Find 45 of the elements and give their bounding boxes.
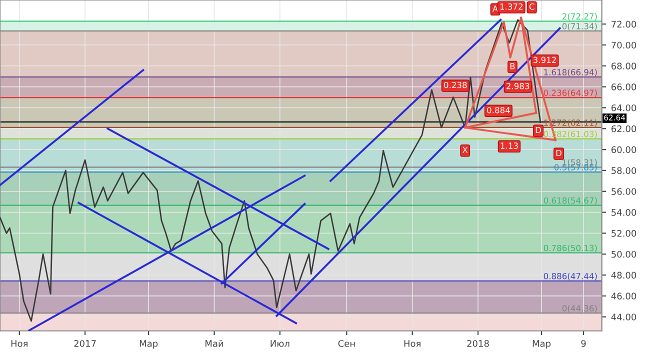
annotation: 0.238 xyxy=(444,82,467,88)
x-tick-label: Мар xyxy=(140,340,158,349)
ref-line-label: 0.236(64.97) xyxy=(544,90,597,97)
x-tick-label: Ноя xyxy=(404,340,420,347)
annotation: D xyxy=(536,126,542,134)
annotation: A xyxy=(492,6,498,12)
y-tick-label: 64.00 xyxy=(611,104,636,112)
x-tick-label: Май xyxy=(206,340,224,347)
x-tick-label: Сен xyxy=(338,340,355,347)
x-tick-label: 2018 xyxy=(467,340,489,347)
y-tick-label: 60.00 xyxy=(611,146,636,154)
y-tick-label: 70.00 xyxy=(612,42,636,49)
y-tick-label: 46.00 xyxy=(611,292,636,300)
annotation: 3.912 xyxy=(533,56,556,64)
x-tick-label: Июл xyxy=(270,340,290,347)
y-tick-label: 54.00 xyxy=(612,209,636,216)
annotation: X xyxy=(462,146,468,153)
ref-line-label: 0.618(54.67) xyxy=(544,197,597,205)
annotation: 1.13 xyxy=(500,142,518,149)
ref-line-label: 1.618(66.94) xyxy=(544,68,597,76)
annotation: 0.884 xyxy=(487,106,510,114)
annotation: 2.983 xyxy=(506,82,530,90)
x-tick-label: Мар xyxy=(532,340,551,349)
y-tick-label: 48.00 xyxy=(611,272,636,279)
y-tick-label: 44.00 xyxy=(611,314,636,320)
annotation: C xyxy=(529,3,534,10)
x-tick-label: Ноя xyxy=(11,340,28,347)
y-tick-label: 56.00 xyxy=(612,188,636,195)
x-tick-label: 9 xyxy=(581,340,586,347)
y-tick-label: 66.00 xyxy=(611,84,636,90)
annotation: B xyxy=(510,63,515,70)
ref-line-label: 0(44.36) xyxy=(562,305,597,312)
y-tick-label: 52.00 xyxy=(612,230,636,237)
ref-line-label: 0(71.34) xyxy=(562,22,597,30)
ref-line-label: 0.786(50.13) xyxy=(544,244,597,252)
x-tick-label: 2017 xyxy=(74,340,96,347)
y-tick-label: 72.00 xyxy=(612,20,636,28)
y-tick-label: 62.00 xyxy=(611,125,636,132)
y-tick-label: 58.00 xyxy=(612,167,636,174)
y-tick-label: 50.00 xyxy=(612,250,636,258)
annotation: D xyxy=(556,150,562,156)
ref-line-label: 0.886(47.44) xyxy=(544,272,597,280)
ref-line-label: 2(72.27) xyxy=(562,13,597,21)
annotation: 1.372 xyxy=(500,3,522,10)
y-tick-label: 68.00 xyxy=(611,62,636,70)
